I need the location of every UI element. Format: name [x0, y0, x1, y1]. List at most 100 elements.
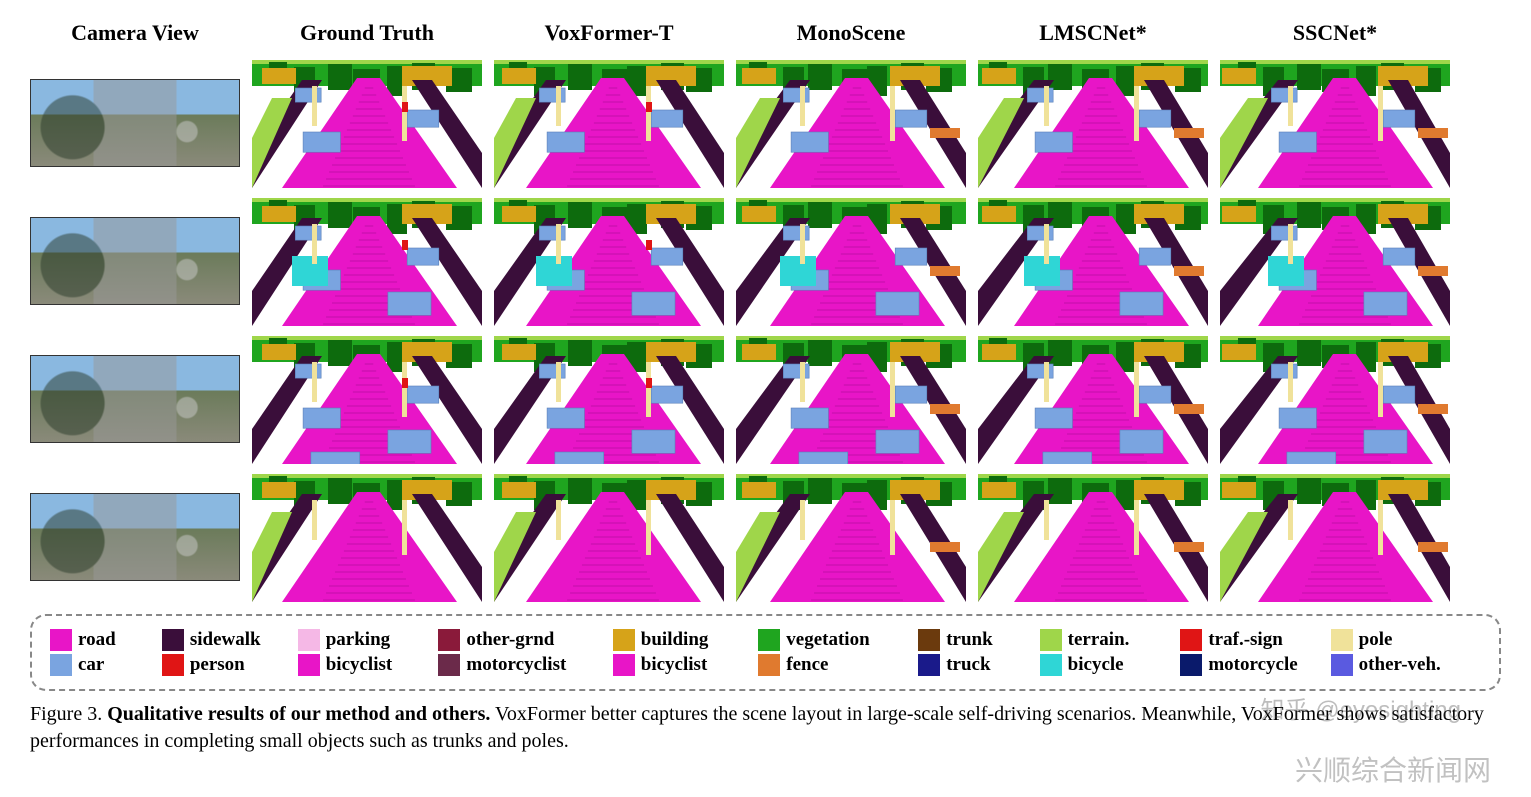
column-header: LMSCNet*: [978, 20, 1208, 50]
camera-image: [30, 493, 240, 581]
legend-swatch: [162, 629, 184, 651]
voxel-render: [736, 58, 966, 188]
legend-item: truck: [918, 654, 1033, 676]
voxel-result-cell: [252, 58, 482, 188]
legend-item: road: [50, 629, 156, 651]
voxel-result-cell: [978, 472, 1208, 602]
legend-item: bicyclist: [298, 654, 433, 676]
legend-swatch: [1180, 629, 1202, 651]
legend-swatch: [1040, 629, 1062, 651]
legend-label: road: [78, 629, 116, 651]
voxel-result-cell: [978, 334, 1208, 464]
legend-label: car: [78, 654, 104, 676]
legend-item: bicyclist: [613, 654, 753, 676]
legend-swatch: [50, 654, 72, 676]
voxel-render: [494, 472, 724, 602]
legend-item: fence: [758, 654, 912, 676]
camera-view-cell: [30, 58, 240, 188]
column-header: Ground Truth: [252, 20, 482, 50]
voxel-render: [736, 472, 966, 602]
voxel-result-cell: [252, 472, 482, 602]
legend-item: trunk: [918, 629, 1033, 651]
voxel-result-cell: [494, 334, 724, 464]
voxel-result-cell: [978, 58, 1208, 188]
legend-swatch: [438, 629, 460, 651]
column-header: MonoScene: [736, 20, 966, 50]
legend: roadsidewalkparkingother-grndbuildingveg…: [30, 614, 1501, 691]
camera-image: [30, 79, 240, 167]
voxel-render: [494, 58, 724, 188]
legend-label: terrain.: [1068, 629, 1130, 651]
legend-item: vegetation: [758, 629, 912, 651]
legend-label: bicyclist: [641, 654, 708, 676]
legend-label: motorcycle: [1208, 654, 1297, 676]
legend-item: parking: [298, 629, 433, 651]
voxel-result-cell: [736, 58, 966, 188]
voxel-result-cell: [1220, 472, 1450, 602]
voxel-result-cell: [736, 334, 966, 464]
legend-label: motorcyclist: [466, 654, 566, 676]
voxel-render: [736, 196, 966, 326]
legend-swatch: [1040, 654, 1062, 676]
figure-number: Figure 3.: [30, 703, 102, 725]
legend-swatch: [162, 654, 184, 676]
legend-swatch: [1331, 629, 1353, 651]
voxel-result-cell: [736, 196, 966, 326]
legend-swatch: [613, 654, 635, 676]
camera-image: [30, 217, 240, 305]
legend-label: pole: [1359, 629, 1393, 651]
voxel-render: [1220, 472, 1450, 602]
camera-image: [30, 355, 240, 443]
voxel-result-cell: [1220, 334, 1450, 464]
voxel-render: [978, 196, 1208, 326]
figure-caption: Figure 3. Qualitative results of our met…: [30, 701, 1501, 755]
legend-label: trunk: [946, 629, 992, 651]
legend-item: terrain.: [1040, 629, 1175, 651]
voxel-render: [252, 334, 482, 464]
voxel-render: [1220, 58, 1450, 188]
voxel-result-cell: [494, 196, 724, 326]
voxel-result-cell: [252, 334, 482, 464]
legend-swatch: [918, 654, 940, 676]
camera-view-cell: [30, 334, 240, 464]
legend-label: vegetation: [786, 629, 869, 651]
legend-label: person: [190, 654, 245, 676]
column-header: VoxFormer-T: [494, 20, 724, 50]
voxel-render: [978, 334, 1208, 464]
legend-item: sidewalk: [162, 629, 292, 651]
legend-row: roadsidewalkparkingother-grndbuildingveg…: [50, 629, 1481, 651]
legend-row: car person bicyclist motorcyclist bicyclist f…: [50, 654, 1481, 676]
legend-item: pole: [1331, 629, 1475, 651]
voxel-render: [978, 58, 1208, 188]
voxel-render: [252, 58, 482, 188]
voxel-render: [736, 334, 966, 464]
camera-view-cell: [30, 196, 240, 326]
legend-item: other-grnd: [438, 629, 606, 651]
column-header: Camera View: [30, 20, 240, 50]
legend-swatch: [918, 629, 940, 651]
voxel-render: [978, 472, 1208, 602]
legend-item: traf.-sign: [1180, 629, 1324, 651]
voxel-result-cell: [494, 472, 724, 602]
legend-item: car: [50, 654, 156, 676]
legend-label: other-veh.: [1359, 654, 1441, 676]
legend-swatch: [298, 629, 320, 651]
legend-label: sidewalk: [190, 629, 261, 651]
caption-title: Qualitative results of our method and ot…: [107, 703, 490, 725]
comparison-grid: Camera View Ground Truth VoxFormer-T MonoSc…: [30, 20, 1501, 602]
legend-swatch: [298, 654, 320, 676]
voxel-render: [494, 196, 724, 326]
voxel-result-cell: [1220, 196, 1450, 326]
legend-label: traf.-sign: [1208, 629, 1282, 651]
legend-label: truck: [946, 654, 990, 676]
voxel-render: [494, 334, 724, 464]
voxel-render: [1220, 196, 1450, 326]
legend-swatch: [50, 629, 72, 651]
voxel-render: [252, 196, 482, 326]
legend-label: parking: [326, 629, 390, 651]
voxel-result-cell: [736, 472, 966, 602]
legend-label: other-grnd: [466, 629, 554, 651]
voxel-result-cell: [978, 196, 1208, 326]
voxel-result-cell: [252, 196, 482, 326]
legend-item: bicycle: [1040, 654, 1175, 676]
